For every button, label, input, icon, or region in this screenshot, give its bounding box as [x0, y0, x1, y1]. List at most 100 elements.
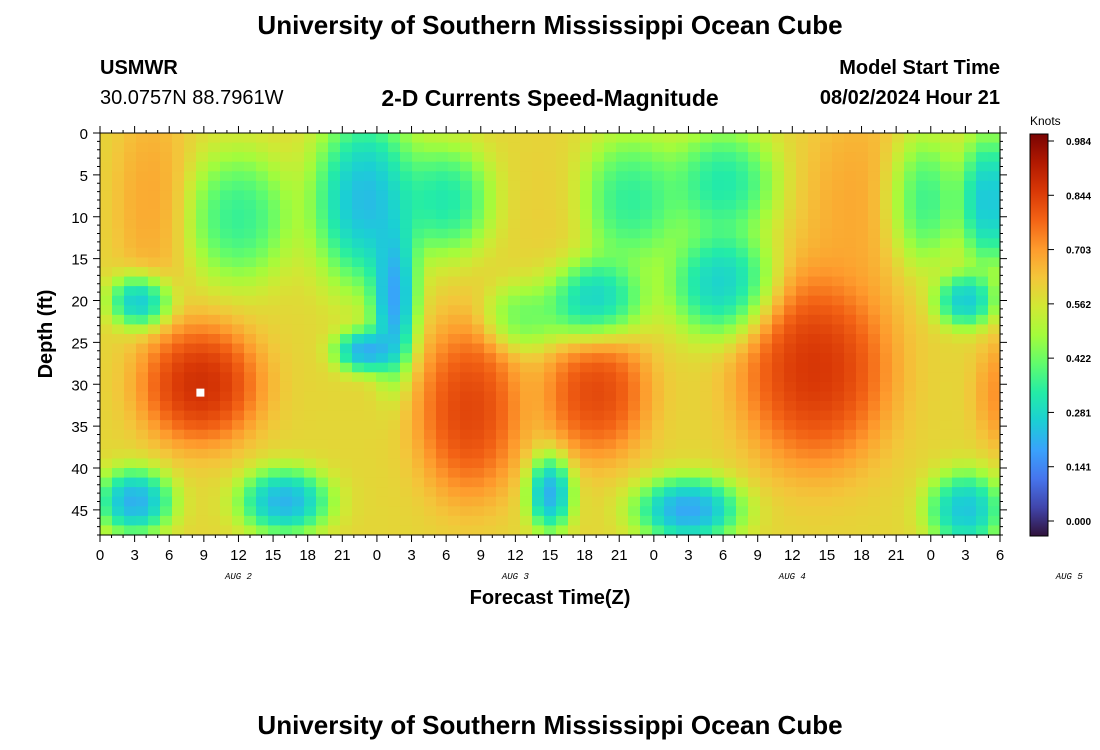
heatmap-cell — [280, 448, 293, 460]
heatmap-cell — [856, 314, 869, 326]
heatmap-cell — [772, 515, 785, 527]
heatmap-cell — [100, 324, 113, 335]
heatmap-cell — [928, 362, 941, 373]
heatmap-cell — [124, 257, 137, 268]
heatmap-cell — [232, 286, 245, 297]
heatmap-cell — [424, 391, 437, 402]
heatmap-cell — [424, 152, 437, 163]
heatmap-cell — [640, 276, 653, 287]
x-tick-label: 12 — [784, 547, 801, 564]
heatmap-cell — [568, 343, 581, 354]
heatmap-cell — [700, 506, 713, 517]
heatmap-cell — [928, 276, 941, 287]
heatmap-cell — [748, 439, 761, 450]
heatmap-cell — [100, 161, 113, 172]
heatmap-cell — [316, 353, 329, 364]
heatmap-cell — [856, 372, 869, 383]
heatmap-cell — [652, 487, 665, 498]
heatmap-cell — [640, 429, 653, 440]
heatmap-cell — [520, 238, 533, 249]
heatmap-cell — [784, 295, 797, 306]
heatmap-cell — [724, 362, 737, 373]
heatmap-cell — [208, 152, 221, 163]
heatmap-cell — [580, 324, 593, 335]
heatmap-cell — [940, 496, 953, 507]
heatmap-cell — [280, 353, 293, 364]
heatmap-cell — [172, 247, 185, 259]
heatmap-cell — [724, 257, 737, 268]
heatmap-cell — [940, 228, 953, 239]
heatmap-cell — [328, 152, 341, 163]
heatmap-cell — [508, 410, 521, 421]
heatmap-cell — [808, 515, 821, 527]
heatmap-cell — [316, 343, 329, 354]
heatmap-cell — [460, 487, 473, 498]
heatmap-cell — [436, 267, 449, 278]
heatmap-cell — [856, 286, 869, 297]
heatmap-cell — [436, 429, 449, 440]
heatmap-cell — [712, 209, 725, 220]
heatmap-cell — [172, 171, 185, 182]
heatmap-cell — [112, 152, 125, 163]
heatmap-cell — [400, 391, 413, 402]
heatmap-cell — [268, 171, 281, 182]
heatmap-cell — [652, 525, 665, 536]
heatmap-cell — [436, 506, 449, 517]
heatmap-cell — [712, 238, 725, 249]
heatmap-cell — [364, 515, 377, 527]
heatmap-cell — [784, 410, 797, 421]
colorbar-tick-label: 0.000 — [1066, 517, 1091, 528]
heatmap-cell — [268, 247, 281, 259]
heatmap-cell — [676, 506, 689, 517]
heatmap-cell — [484, 180, 497, 192]
heatmap-cell — [736, 314, 749, 326]
heatmap-cell — [256, 343, 269, 354]
heatmap-cell — [832, 362, 845, 373]
heatmap-cell — [376, 334, 389, 345]
heatmap-cell — [844, 458, 857, 469]
heatmap-cell — [196, 133, 209, 144]
heatmap-cell — [616, 515, 629, 527]
heatmap-cell — [484, 257, 497, 268]
heatmap-cell — [616, 439, 629, 450]
heatmap-cell — [688, 247, 701, 259]
heatmap-cell — [436, 391, 449, 402]
heatmap-cell — [412, 439, 425, 450]
heatmap-cell — [424, 429, 437, 440]
heatmap-cell — [772, 161, 785, 172]
heatmap-cell — [424, 247, 437, 259]
heatmap-cell — [232, 525, 245, 536]
heatmap-cell — [472, 247, 485, 259]
heatmap-cell — [604, 161, 617, 172]
heatmap-cell — [148, 468, 161, 479]
heatmap-cell — [736, 525, 749, 536]
heatmap-cell — [676, 161, 689, 172]
heatmap-cell — [976, 152, 989, 163]
heatmap-cell — [412, 142, 425, 153]
heatmap-cell — [688, 295, 701, 306]
heatmap-cell — [904, 209, 917, 220]
heatmap-cell — [604, 401, 617, 412]
heatmap-cell — [244, 180, 257, 192]
heatmap-cell — [940, 247, 953, 259]
heatmap-cell — [160, 496, 173, 507]
heatmap-cell — [796, 401, 809, 412]
heatmap-cell — [256, 487, 269, 498]
heatmap-cell — [448, 267, 461, 278]
heatmap-cell — [640, 247, 653, 259]
heatmap-cell — [712, 372, 725, 383]
heatmap-cell — [688, 496, 701, 507]
y-tick-label: 45 — [71, 503, 88, 520]
heatmap-cell — [556, 458, 569, 469]
heatmap-cell — [628, 525, 641, 536]
heatmap-cell — [424, 142, 437, 153]
heatmap-cell — [412, 468, 425, 479]
heatmap-cell — [148, 257, 161, 268]
heatmap-cell — [616, 343, 629, 354]
heatmap-cell — [328, 448, 341, 460]
heatmap-cell — [544, 334, 557, 345]
heatmap-cell — [916, 228, 929, 239]
heatmap-cell — [688, 305, 701, 316]
heatmap-cell — [388, 372, 401, 383]
